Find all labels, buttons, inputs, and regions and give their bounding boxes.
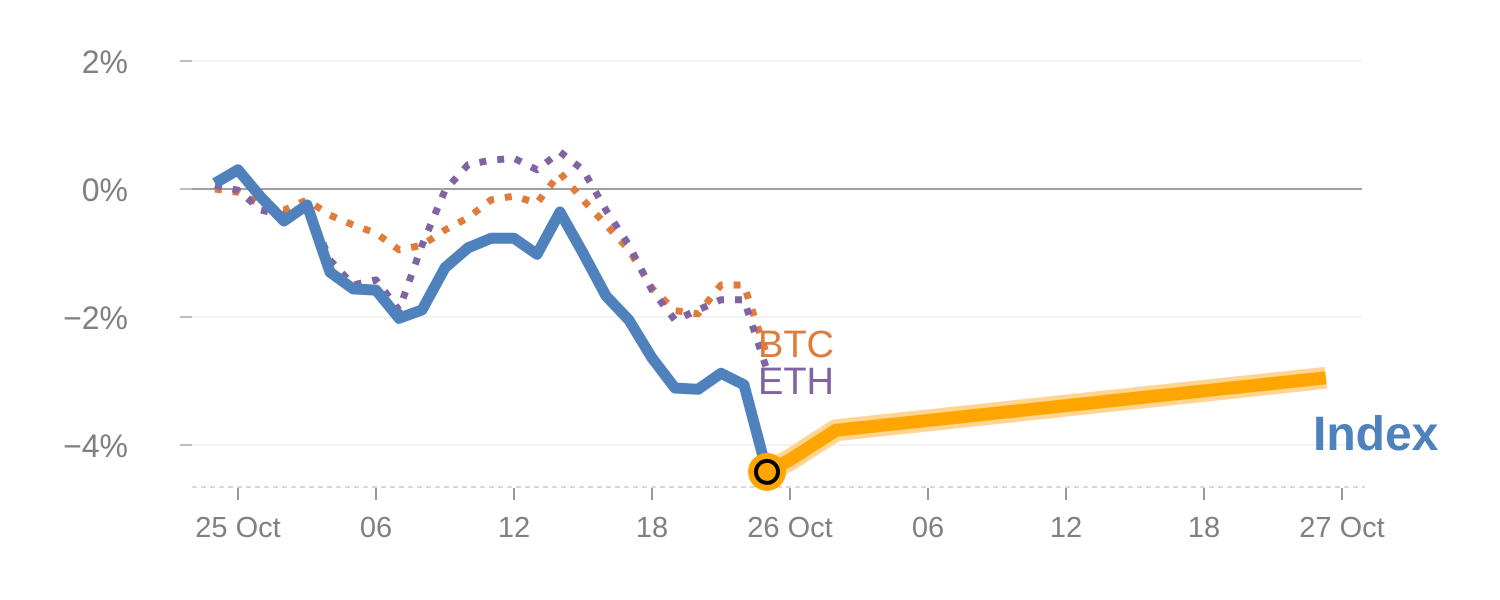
x-axis: 25 Oct 06 12 18 26 Oct 06 12 18 27 Oct bbox=[192, 486, 1385, 544]
series-line-btc bbox=[214, 169, 771, 357]
x-tick-label: 25 Oct bbox=[195, 512, 280, 544]
series-line-index bbox=[212, 164, 773, 474]
x-tick-label: 18 bbox=[1188, 512, 1220, 544]
y-tick-label: 0% bbox=[82, 172, 128, 208]
series-labels: BTC ETH Index bbox=[758, 324, 1439, 461]
y-tick-label: −4% bbox=[63, 428, 128, 464]
x-tick-label: 06 bbox=[912, 512, 944, 544]
series-label-btc: BTC bbox=[758, 324, 834, 366]
gridlines bbox=[192, 60, 1362, 446]
y-axis: 2% 0% −2% −4% bbox=[63, 44, 192, 464]
x-tick-label: 27 Oct bbox=[1299, 512, 1384, 544]
x-tick-label: 06 bbox=[360, 512, 392, 544]
x-tick-label: 26 Oct bbox=[747, 512, 832, 544]
y-tick-label: −2% bbox=[63, 300, 128, 336]
y-tick-label: 2% bbox=[82, 44, 128, 80]
series-label-eth: ETH bbox=[758, 361, 834, 403]
current-point-marker bbox=[754, 458, 780, 485]
series-line-eth bbox=[214, 148, 771, 372]
x-tick-label: 18 bbox=[636, 512, 668, 544]
x-tick-label: 12 bbox=[498, 512, 530, 544]
series-lines bbox=[212, 148, 1328, 491]
series-line-index-forecast bbox=[763, 371, 1327, 478]
series-label-index: Index bbox=[1313, 408, 1439, 461]
x-tick-label: 12 bbox=[1050, 512, 1082, 544]
